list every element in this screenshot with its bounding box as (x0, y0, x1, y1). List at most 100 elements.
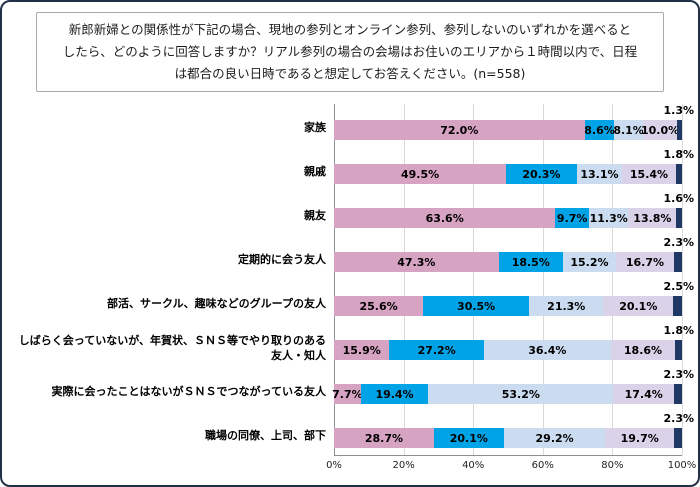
bar-segment-blue: 27.2% (389, 340, 484, 360)
category-label: 職場の同僚、上司、部下 (205, 429, 326, 443)
last-segment-label: 2.3% (663, 368, 694, 381)
chart-row: 定期的に会う友人 2.3% 47.3% 18.5% 15.2% 16.7% (2, 236, 698, 280)
gridline (682, 104, 683, 455)
x-axis-tick: 0% (326, 460, 342, 471)
category-label: 部活、サークル、趣味などのグループの友人 (106, 297, 326, 311)
x-axis-tick: 80% (601, 460, 624, 471)
gridline (612, 104, 614, 455)
bar-segment-pink: 25.6% (334, 296, 424, 316)
title-line: は都合の良い日時であると想定してお答えください。(n=558) (174, 66, 526, 81)
category-label: 親友 (304, 209, 326, 223)
gridline (403, 104, 405, 455)
stacked-bar: 7.7% 19.4% 53.2% 17.4% (332, 384, 682, 404)
x-axis-tick: 40% (462, 460, 485, 471)
bar-cell: 1.8% 49.5% 20.3% 13.1% 15.4% (334, 148, 694, 192)
plot-area (334, 104, 683, 456)
bar-segment-lavender: 13.8% (628, 208, 677, 228)
category-label: 定期的に会う友人 (238, 253, 326, 267)
bar-segment-light-blue: 13.1% (576, 164, 623, 184)
bar-segment-blue: 20.1% (433, 428, 504, 448)
bar-segment-blue: 19.4% (360, 384, 429, 404)
last-segment-label: 1.3% (663, 104, 694, 117)
gridline (473, 104, 475, 455)
bar-segment-blue: 20.3% (506, 164, 577, 184)
category-label: 家族 (304, 121, 326, 135)
gridline (334, 104, 335, 455)
bar-segment-pink: 15.9% (334, 340, 390, 360)
x-axis: 0% 20% 40% 60% 80% 100% (326, 456, 696, 478)
bar-segment-blue: 8.6% (584, 120, 615, 140)
stacked-bar: 49.5% 20.3% 13.1% 15.4% (334, 164, 683, 184)
bar-segment-navy (673, 428, 682, 448)
bar-segment-light-blue: 29.2% (503, 428, 606, 448)
last-segment-label: 2.3% (663, 236, 694, 249)
x-axis-tick: 100% (667, 460, 697, 471)
last-segment-label: 1.8% (663, 148, 694, 161)
x-axis-tick: 60% (531, 460, 554, 471)
category-label: しばらく会っていないが、年賀状、ＳＮＳ等でやり取りのある友人・知人 (18, 333, 326, 362)
title-box: 新郎新婦との関係性が下記の場合、現地の参列とオンライン参列、参列しないのいずれか… (36, 12, 664, 92)
bar-cell: 2.3% 28.7% 20.1% 29.2% 19.7% (334, 412, 694, 456)
bar-segment-light-blue: 36.4% (483, 340, 611, 360)
bar-segment-pink: 47.3% (334, 252, 499, 272)
bar-segment-pink: 28.7% (334, 428, 434, 448)
bar-segment-pink: 49.5% (334, 164, 507, 184)
bar-segment-navy (673, 384, 682, 404)
bar-segment-lavender: 19.7% (605, 428, 674, 448)
bar-segment-light-blue: 53.2% (428, 384, 614, 404)
bar-segment-lavender: 18.6% (610, 340, 676, 360)
bar-segment-blue: 9.7% (555, 208, 590, 228)
bar-segment-lavender: 15.4% (622, 164, 676, 184)
stacked-bar: 47.3% 18.5% 15.2% 16.7% (334, 252, 682, 272)
bar-segment-lavender: 10.0% (641, 120, 679, 140)
bar-segment-lavender: 17.4% (613, 384, 674, 404)
bar-segment-navy (673, 252, 682, 272)
bar-segment-navy (676, 208, 682, 228)
stacked-bar: 15.9% 27.2% 36.4% 18.6% (334, 340, 682, 360)
bar-cell: 1.8% 15.9% 27.2% 36.4% 18.6% (334, 324, 694, 368)
bar-segment-lavender: 20.1% (603, 296, 674, 316)
bar-segment-light-blue: 11.3% (589, 208, 629, 228)
bar-segment-light-blue: 15.2% (562, 252, 616, 272)
category-label: 親戚 (304, 165, 326, 179)
category-label: 実際に会ったことはないがＳＮＳでつながっている友人 (51, 385, 326, 399)
chart-row: 家族 1.3% 72.0% 8.6% 8.1% 10.0% (2, 104, 698, 148)
bar-segment-pink: 7.7% (332, 384, 363, 404)
last-segment-label: 2.3% (663, 412, 694, 425)
bar-segment-lavender: 16.7% (615, 252, 674, 272)
bar-segment-pink: 72.0% (334, 120, 585, 140)
x-axis-tick: 20% (392, 460, 415, 471)
chart-row: しばらく会っていないが、年賀状、ＳＮＳ等でやり取りのある友人・知人 1.8% 15.… (2, 324, 698, 368)
stacked-bar: 25.6% 30.5% 21.3% 20.1% (334, 296, 682, 316)
chart-rows: 家族 1.3% 72.0% 8.6% 8.1% 10.0% 親戚 1.8% 49.5% 20.3%… (2, 98, 698, 456)
chart-row: 部活、サークル、趣味などのグループの友人 2.5% 25.6% 30.5% 21.3% 2… (2, 280, 698, 324)
bar-cell: 2.3% 7.7% 19.4% 53.2% 17.4% (332, 368, 694, 412)
bar-segment-blue: 18.5% (498, 252, 563, 272)
bar-segment-light-blue: 8.1% (613, 120, 644, 140)
bar-segment-navy (673, 296, 682, 316)
gridline (542, 104, 544, 455)
chart-row: 実際に会ったことはないがＳＮＳでつながっている友人 2.3% 7.7% 19.4% 53… (2, 368, 698, 412)
bar-segment-pink: 63.6% (334, 208, 556, 228)
chart-row: 親友 1.6% 63.6% 9.7% 11.3% 13.8% (2, 192, 698, 236)
title-line: 新郎新婦との関係性が下記の場合、現地の参列とオンライン参列、参列しないのいずれか… (68, 22, 632, 37)
title-line: したら、どのように回答しますか？リアル参列の場合の会場はお住いのエリアから１時間… (62, 44, 638, 59)
bar-cell: 1.6% 63.6% 9.7% 11.3% 13.8% (334, 192, 694, 236)
bar-segment-navy (675, 340, 682, 360)
stacked-bar: 72.0% 8.6% 8.1% 10.0% (334, 120, 682, 140)
bar-segment-light-blue: 21.3% (529, 296, 604, 316)
chart-row: 職場の同僚、上司、部下 2.3% 28.7% 20.1% 29.2% 19.7% (2, 412, 698, 456)
chart: 家族 1.3% 72.0% 8.6% 8.1% 10.0% 親戚 1.8% 49.5% 20.3%… (2, 98, 698, 478)
bar-cell: 2.3% 47.3% 18.5% 15.2% 16.7% (334, 236, 694, 280)
bar-cell: 1.3% 72.0% 8.6% 8.1% 10.0% (334, 104, 694, 148)
bar-segment-navy (677, 120, 682, 140)
last-segment-label: 1.8% (663, 324, 694, 337)
stacked-bar: 28.7% 20.1% 29.2% 19.7% (334, 428, 682, 448)
last-segment-label: 2.5% (663, 280, 694, 293)
stacked-bar: 63.6% 9.7% 11.3% 13.8% (334, 208, 682, 228)
chart-row: 親戚 1.8% 49.5% 20.3% 13.1% 15.4% (2, 148, 698, 192)
last-segment-label: 1.6% (663, 192, 694, 205)
bar-segment-blue: 30.5% (423, 296, 530, 316)
bar-cell: 2.5% 25.6% 30.5% 21.3% 20.1% (334, 280, 694, 324)
